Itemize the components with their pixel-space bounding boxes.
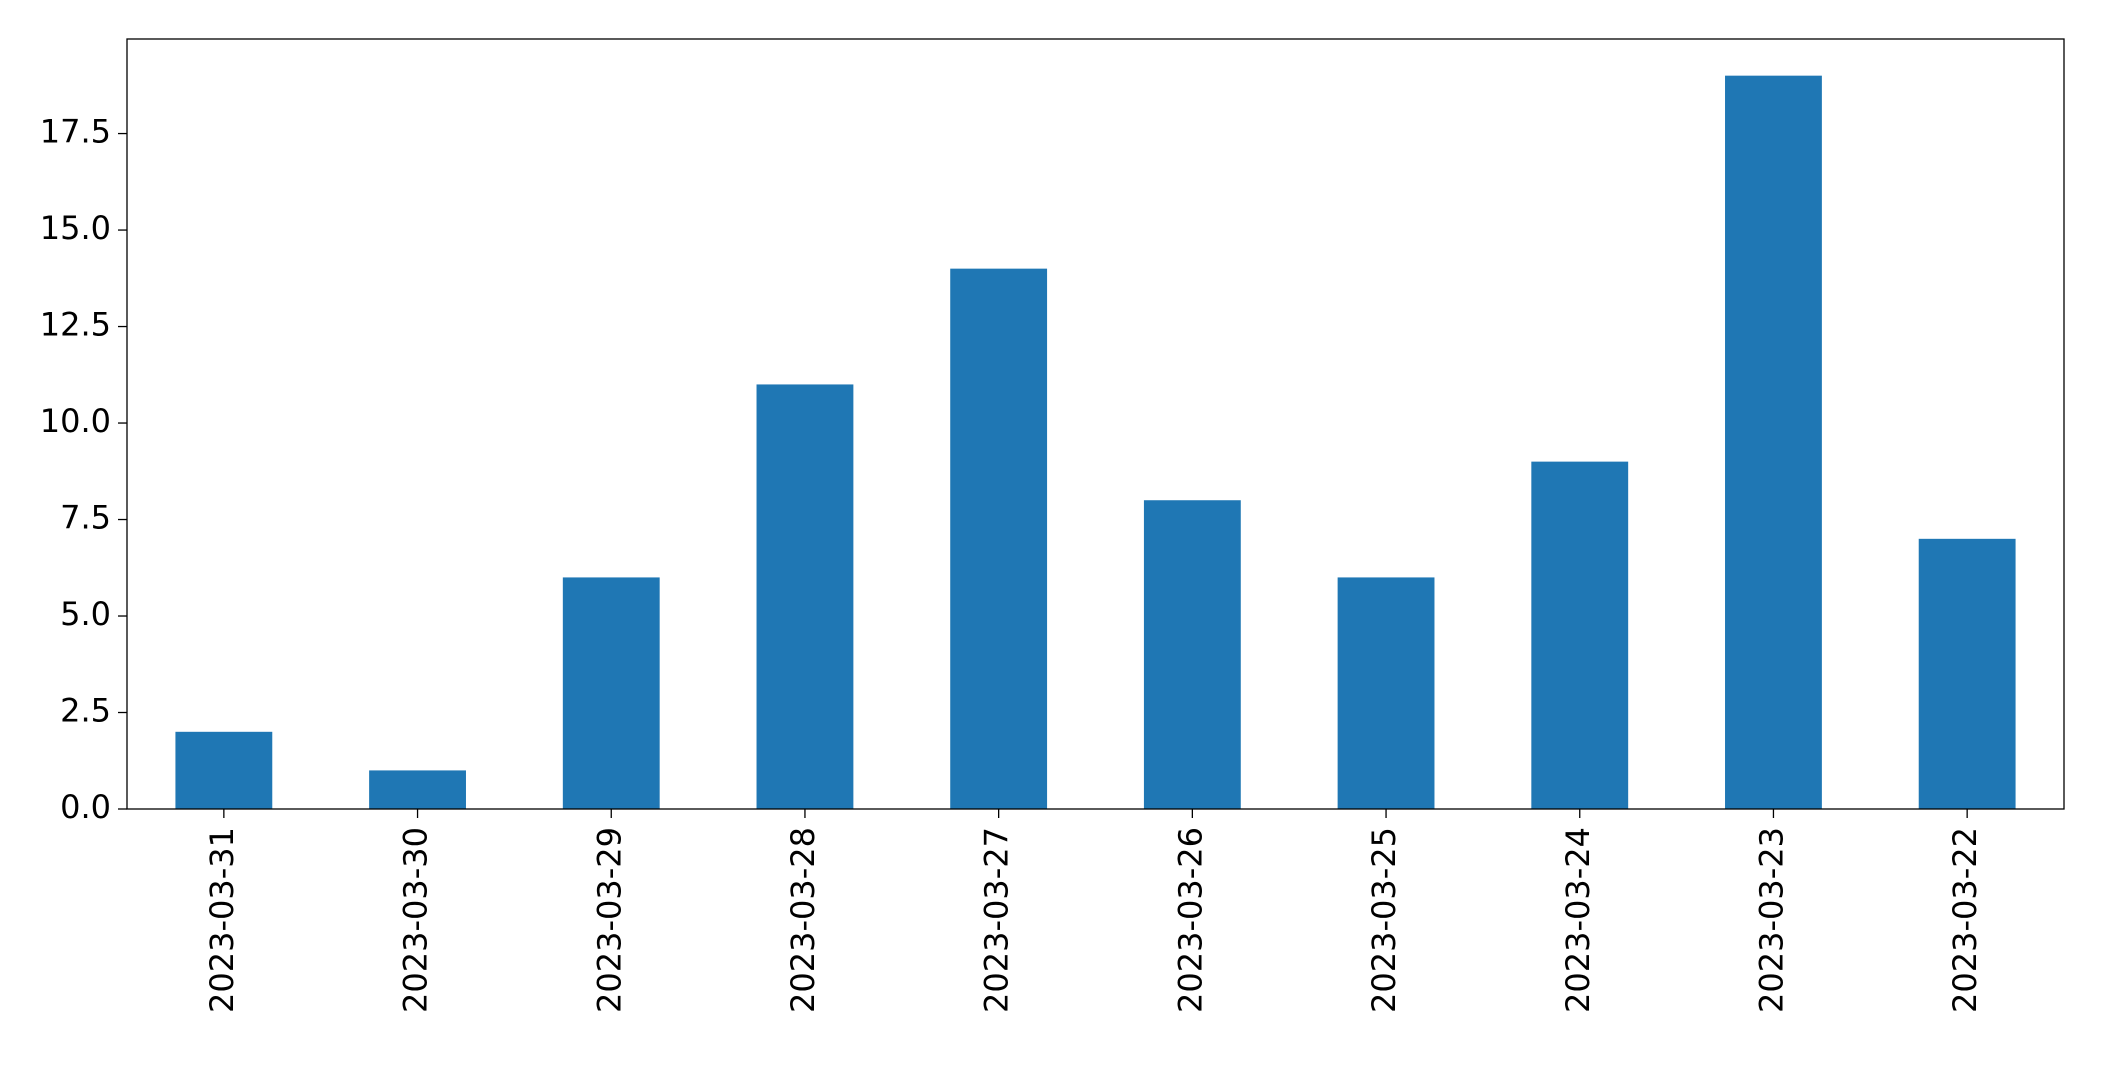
bar bbox=[1725, 75, 1822, 809]
y-tick-label: 5.0 bbox=[60, 595, 111, 633]
bar bbox=[175, 731, 273, 809]
y-tick-label: 17.5 bbox=[40, 113, 111, 151]
x-tick-label: 2023-03-24 bbox=[1559, 827, 1597, 1013]
x-tick-label: 2023-03-30 bbox=[397, 827, 435, 1013]
bar bbox=[1143, 500, 1241, 809]
y-tick-label: 12.5 bbox=[40, 306, 111, 344]
bar bbox=[950, 268, 1048, 809]
x-tick-label: 2023-03-26 bbox=[1171, 827, 1209, 1013]
bar bbox=[1337, 577, 1435, 809]
x-tick-label: 2023-03-25 bbox=[1365, 827, 1403, 1013]
y-tick-label: 10.0 bbox=[40, 402, 111, 440]
bar bbox=[1531, 461, 1629, 809]
bar bbox=[562, 577, 660, 809]
x-tick-label: 2023-03-29 bbox=[590, 827, 628, 1013]
x-tick-label: 2023-03-28 bbox=[784, 827, 822, 1013]
x-tick-label: 2023-03-23 bbox=[1752, 827, 1790, 1013]
y-tick-label: 7.5 bbox=[60, 499, 111, 537]
plot-frame bbox=[126, 38, 2065, 810]
bar bbox=[369, 770, 466, 809]
bar bbox=[756, 384, 854, 809]
x-tick-label: 2023-03-31 bbox=[203, 827, 241, 1013]
y-tick-label: 15.0 bbox=[40, 209, 111, 247]
y-tick-label: 0.0 bbox=[60, 788, 111, 826]
y-tick-label: 2.5 bbox=[60, 692, 111, 730]
bar bbox=[1918, 538, 2016, 809]
x-tick-label: 2023-03-27 bbox=[978, 827, 1016, 1013]
x-tick-label: 2023-03-22 bbox=[1946, 827, 1984, 1013]
